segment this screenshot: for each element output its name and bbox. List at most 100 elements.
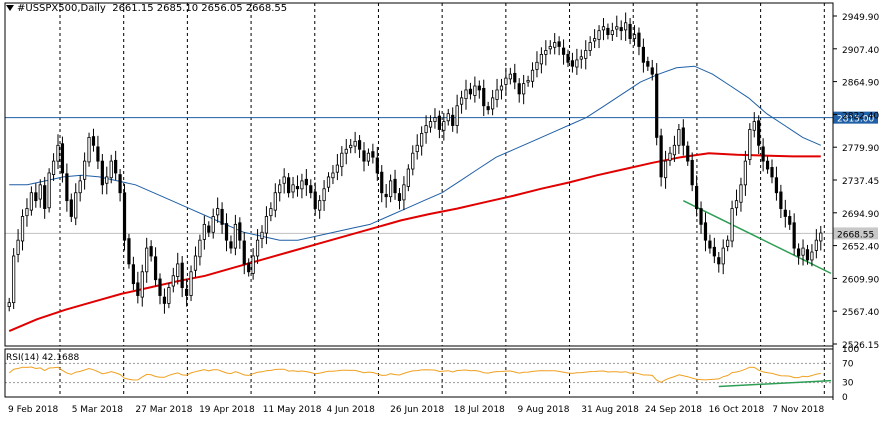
candle — [176, 252, 180, 285]
candle — [797, 243, 801, 265]
candle-body — [411, 152, 415, 170]
candle — [708, 234, 712, 254]
candle — [357, 135, 362, 158]
candle-body — [389, 180, 393, 198]
candle-body — [601, 26, 606, 31]
candle-body — [344, 148, 348, 154]
candle — [455, 94, 459, 134]
candle-body — [100, 160, 104, 186]
candle — [371, 143, 375, 164]
candle-body — [743, 160, 747, 186]
candle-body — [415, 144, 419, 153]
x-tick-label: 5 Mar 2018 — [72, 405, 124, 415]
candle — [242, 232, 246, 275]
candle-body — [198, 239, 202, 258]
candle-body — [158, 278, 162, 296]
candle-body — [584, 50, 588, 59]
candle-body — [792, 222, 796, 249]
candle-body — [65, 173, 69, 202]
candle-body — [624, 22, 628, 31]
candle — [331, 165, 335, 185]
y-tick-label: 2822.40 — [842, 111, 879, 121]
candle — [659, 128, 663, 187]
x-tick-label: 18 Jul 2018 — [454, 405, 505, 415]
candle — [619, 20, 623, 41]
candle — [309, 179, 313, 199]
candle-body — [295, 186, 300, 190]
candle — [779, 184, 783, 219]
candle — [433, 108, 437, 129]
candle — [535, 51, 539, 78]
candle-body — [51, 160, 56, 175]
candle — [681, 119, 685, 156]
candle-body — [561, 47, 566, 55]
candle-body — [468, 88, 473, 95]
candle-body — [739, 184, 743, 203]
candle-body — [663, 160, 668, 179]
candle — [752, 112, 756, 138]
candle-body — [499, 85, 504, 91]
candle — [65, 163, 69, 212]
candle — [47, 168, 51, 213]
candle — [783, 199, 787, 228]
candle — [561, 39, 566, 65]
candle-body — [326, 176, 331, 188]
candle-body — [335, 164, 339, 173]
candle — [504, 67, 508, 96]
candle-body — [761, 146, 765, 162]
candle — [344, 138, 348, 165]
candle — [420, 126, 424, 156]
candle-body — [25, 208, 29, 217]
candle-body — [637, 32, 641, 47]
candle — [646, 56, 650, 71]
candle-body — [557, 41, 561, 47]
candle-body — [287, 177, 291, 194]
candle-body — [659, 135, 663, 178]
candle-body — [56, 144, 60, 162]
candle — [91, 128, 96, 152]
candle-body — [668, 152, 672, 161]
candle-body — [717, 257, 721, 265]
x-tick-label: 9 Feb 2018 — [8, 405, 59, 415]
candle — [78, 175, 82, 202]
candle — [105, 166, 109, 195]
candle — [402, 176, 406, 211]
candle — [628, 18, 632, 45]
candle — [114, 150, 118, 181]
candle — [278, 179, 282, 202]
candle — [83, 152, 87, 190]
candle — [717, 252, 721, 273]
candle-body — [482, 87, 486, 107]
candle — [264, 206, 269, 245]
candle — [216, 197, 220, 223]
candle-body — [162, 296, 167, 304]
candle-body — [721, 247, 725, 265]
candle-body — [433, 117, 437, 122]
candle-body — [420, 133, 424, 147]
candle-body — [38, 184, 42, 200]
candle-body — [619, 27, 623, 32]
candle — [495, 78, 499, 108]
candle — [610, 22, 614, 41]
candle — [238, 217, 242, 249]
candle-body — [774, 177, 779, 194]
candle-body — [646, 61, 650, 67]
candle-body — [397, 193, 402, 202]
candle — [814, 229, 818, 259]
candle-body — [242, 240, 246, 265]
symbol-label: #USSPX500,Daily — [17, 3, 106, 14]
candle-body — [597, 30, 601, 40]
candle — [109, 154, 113, 184]
candle-body — [508, 73, 512, 80]
candle — [663, 150, 668, 189]
x-tick-label: 16 Oct 2018 — [709, 405, 765, 415]
candle-body — [588, 42, 592, 51]
x-tick-label: 31 Aug 2018 — [581, 405, 639, 415]
candle-body — [491, 97, 495, 110]
candle-body — [748, 129, 752, 160]
candle-body — [437, 115, 441, 130]
dropdown-arrow-icon[interactable] — [6, 5, 14, 11]
candle-body — [526, 80, 530, 83]
